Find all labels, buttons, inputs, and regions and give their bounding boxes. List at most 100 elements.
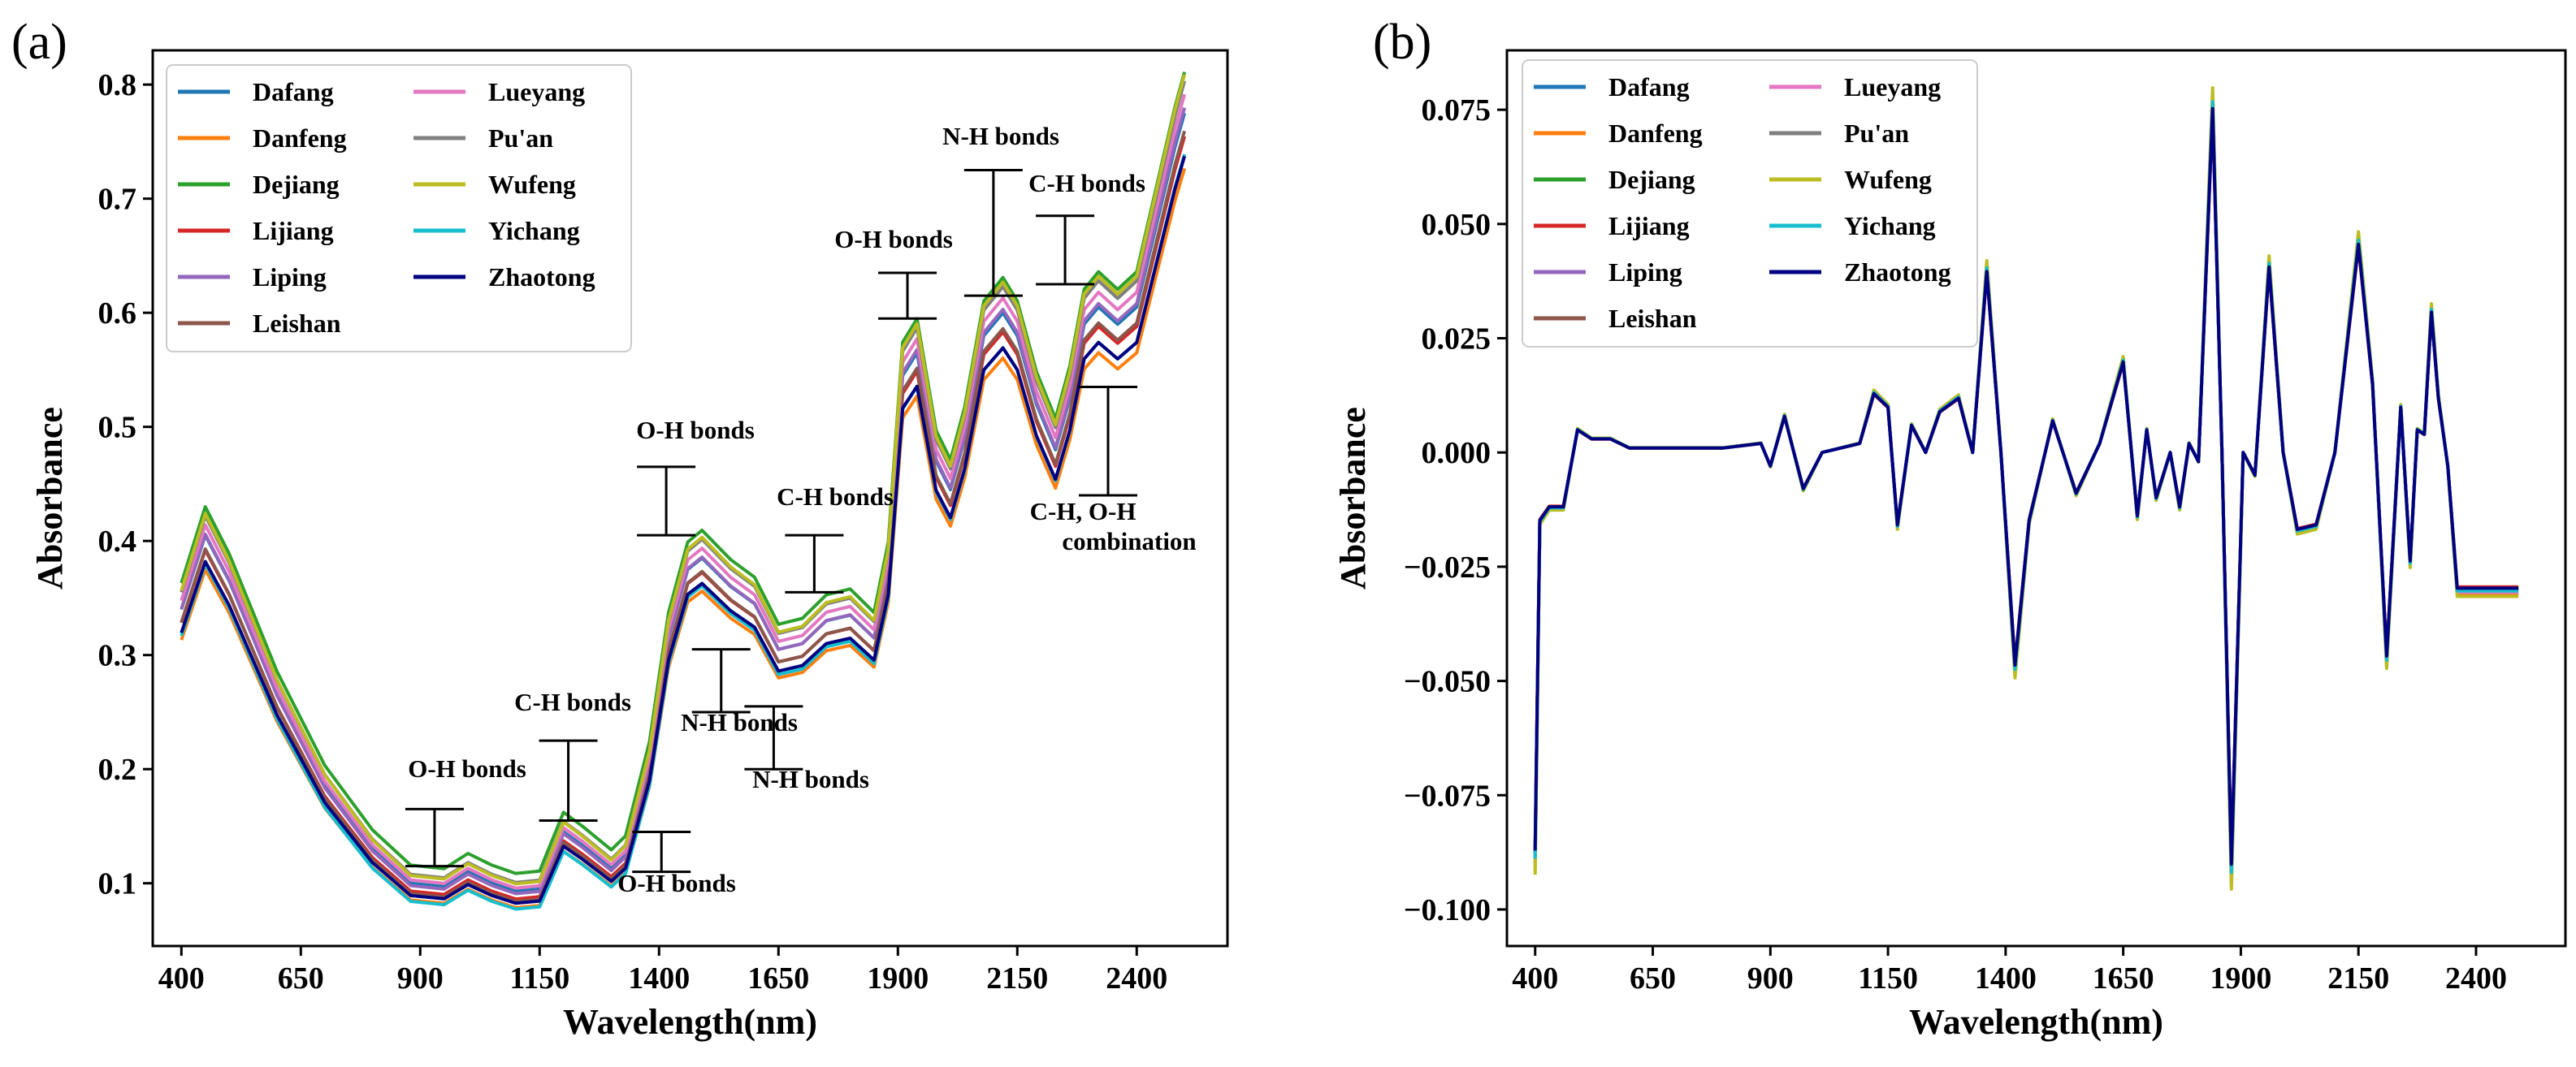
annotation-bracket	[691, 648, 751, 714]
annotation-bracket	[878, 271, 937, 320]
series-line	[1533, 106, 2519, 866]
x-axis-title: Wavelength(nm)	[563, 1002, 817, 1042]
x-tick-label: 900	[397, 961, 444, 996]
x-tick-label: 2400	[2445, 961, 2507, 996]
legend-entry: Wufeng	[1844, 165, 1932, 194]
series-group	[180, 71, 1187, 911]
series-line	[180, 107, 1187, 896]
series-line	[180, 93, 1187, 890]
legend-entry: Pu'an	[1844, 119, 1909, 148]
legend-entry: Zhaotong	[488, 262, 595, 292]
y-tick-label: 0.050	[1422, 208, 1491, 242]
panel-label: (a)	[11, 15, 67, 70]
legend-entry: Lueyang	[488, 77, 585, 106]
x-tick-label: 1400	[628, 961, 690, 996]
annotation-label: C-H, O-H	[1030, 497, 1136, 525]
legend-entry: Leishan	[253, 309, 341, 338]
panel-label: (b)	[1373, 15, 1431, 70]
legend-entry: Pu'an	[488, 123, 553, 153]
annotation-label: N-H bonds	[752, 765, 869, 793]
legend-entry: Liping	[1608, 257, 1682, 287]
legend: Dafang Danfeng Dejiang Lijiang Liping Leishan…	[1522, 59, 1978, 348]
annotation-label: C-H bonds	[514, 688, 631, 716]
annotation-bracket	[744, 705, 803, 771]
legend-entry: Leishan	[1608, 304, 1697, 333]
annotation-label: O-H bonds	[636, 416, 755, 444]
y-tick-label: 0.3	[98, 639, 137, 673]
annotation-bracket	[632, 830, 691, 874]
x-tick-label: 400	[1512, 961, 1558, 996]
axes-frame	[151, 49, 1229, 948]
annotation-label: O-H bonds	[834, 225, 953, 253]
x-tick-label: 400	[158, 961, 205, 996]
y-tick-label: −0.025	[1404, 551, 1491, 585]
annotation-label: N-H bonds	[942, 122, 1059, 150]
x-tick-label: 2400	[1106, 961, 1167, 996]
x-tick-label: 900	[1747, 961, 1794, 996]
x-tick-label: 2150	[986, 961, 1048, 996]
legend-entry: Dafang	[253, 77, 334, 106]
legend-entry: Zhaotong	[1844, 257, 1951, 287]
y-tick-label: 0.1	[98, 867, 137, 901]
annotation-bracket	[405, 807, 464, 868]
y-tick-label: 0.6	[98, 296, 137, 330]
legend-entry: Dafang	[1608, 72, 1690, 102]
y-tick-label: 0.7	[98, 183, 137, 217]
annotation-bracket	[785, 534, 844, 594]
series-group	[1533, 86, 2519, 891]
x-tick-label: 650	[278, 961, 324, 996]
y-tick-label: 0.5	[98, 411, 137, 445]
annotation-bracket	[637, 465, 696, 537]
y-tick-label: 0.025	[1422, 322, 1491, 356]
series-line	[180, 155, 1187, 905]
annotation-label: O-H bonds	[408, 754, 526, 783]
y-axis-title: Absorbance	[30, 407, 70, 590]
annotation-label: N-H bonds	[681, 708, 798, 737]
legend-entry: Danfeng	[1608, 119, 1703, 148]
x-tick-label: 1650	[747, 961, 809, 996]
chart-panel-0: (a) 400 650 900 1150 1400 1650 1900 2150 2400 0.1 0…	[11, 15, 1229, 1042]
x-tick-label: 1150	[1858, 961, 1918, 996]
series-line	[180, 74, 1187, 886]
legend-frame	[1522, 59, 1978, 348]
y-tick-label: 0.4	[98, 525, 137, 559]
annotation-bracket	[1079, 386, 1137, 497]
y-axis-title: Absorbance	[1333, 407, 1373, 590]
x-tick-label: 1400	[1975, 961, 2037, 996]
series-line	[180, 130, 1187, 903]
legend-entry: Liping	[253, 262, 327, 292]
annotation-label: combination	[1062, 527, 1196, 555]
legend-entry: Yichang	[488, 216, 580, 245]
annotation-bracket	[963, 169, 1023, 297]
legend-entry: Wufeng	[488, 170, 576, 199]
y-tick-label: 0.8	[98, 68, 137, 102]
x-tick-label: 1900	[2210, 961, 2271, 996]
y-tick-label: −0.100	[1404, 893, 1491, 927]
x-tick-label: 650	[1630, 961, 1676, 996]
legend-entry: Dejiang	[253, 170, 340, 199]
y-tick-label: 0.000	[1422, 436, 1491, 470]
y-tick-label: 0.2	[98, 753, 137, 787]
x-tick-label: 1150	[509, 961, 569, 996]
x-tick-label: 1900	[867, 961, 929, 996]
legend-entry: Dejiang	[1608, 165, 1695, 194]
x-tick-label: 1650	[2093, 961, 2154, 996]
annotation-label: C-H bonds	[777, 482, 894, 511]
legend-entry: Lijiang	[253, 216, 334, 245]
legend-entry: Danfeng	[253, 123, 347, 153]
annotation-label: O-H bonds	[617, 869, 736, 897]
legend-entry: Lijiang	[1608, 211, 1690, 240]
legend-entry: Yichang	[1844, 211, 1936, 240]
annotation-bracket	[1036, 214, 1095, 286]
legend-entry: Lueyang	[1844, 72, 1941, 102]
y-tick-label: 0.075	[1422, 93, 1491, 127]
annotation-label: C-H bonds	[1028, 169, 1145, 197]
x-axis-title: Wavelength(nm)	[1909, 1002, 2163, 1042]
legend-frame	[166, 64, 632, 352]
axes-frame	[1505, 49, 2567, 948]
chart-panel-1: (b) 400 650 900 1150 1400 1650 1900 2150 2400 −0.1…	[1333, 15, 2567, 1042]
y-tick-label: −0.075	[1404, 779, 1491, 813]
x-tick-label: 2150	[2327, 961, 2389, 996]
legend: Dafang Danfeng Dejiang Lijiang Liping Leishan…	[166, 64, 632, 352]
